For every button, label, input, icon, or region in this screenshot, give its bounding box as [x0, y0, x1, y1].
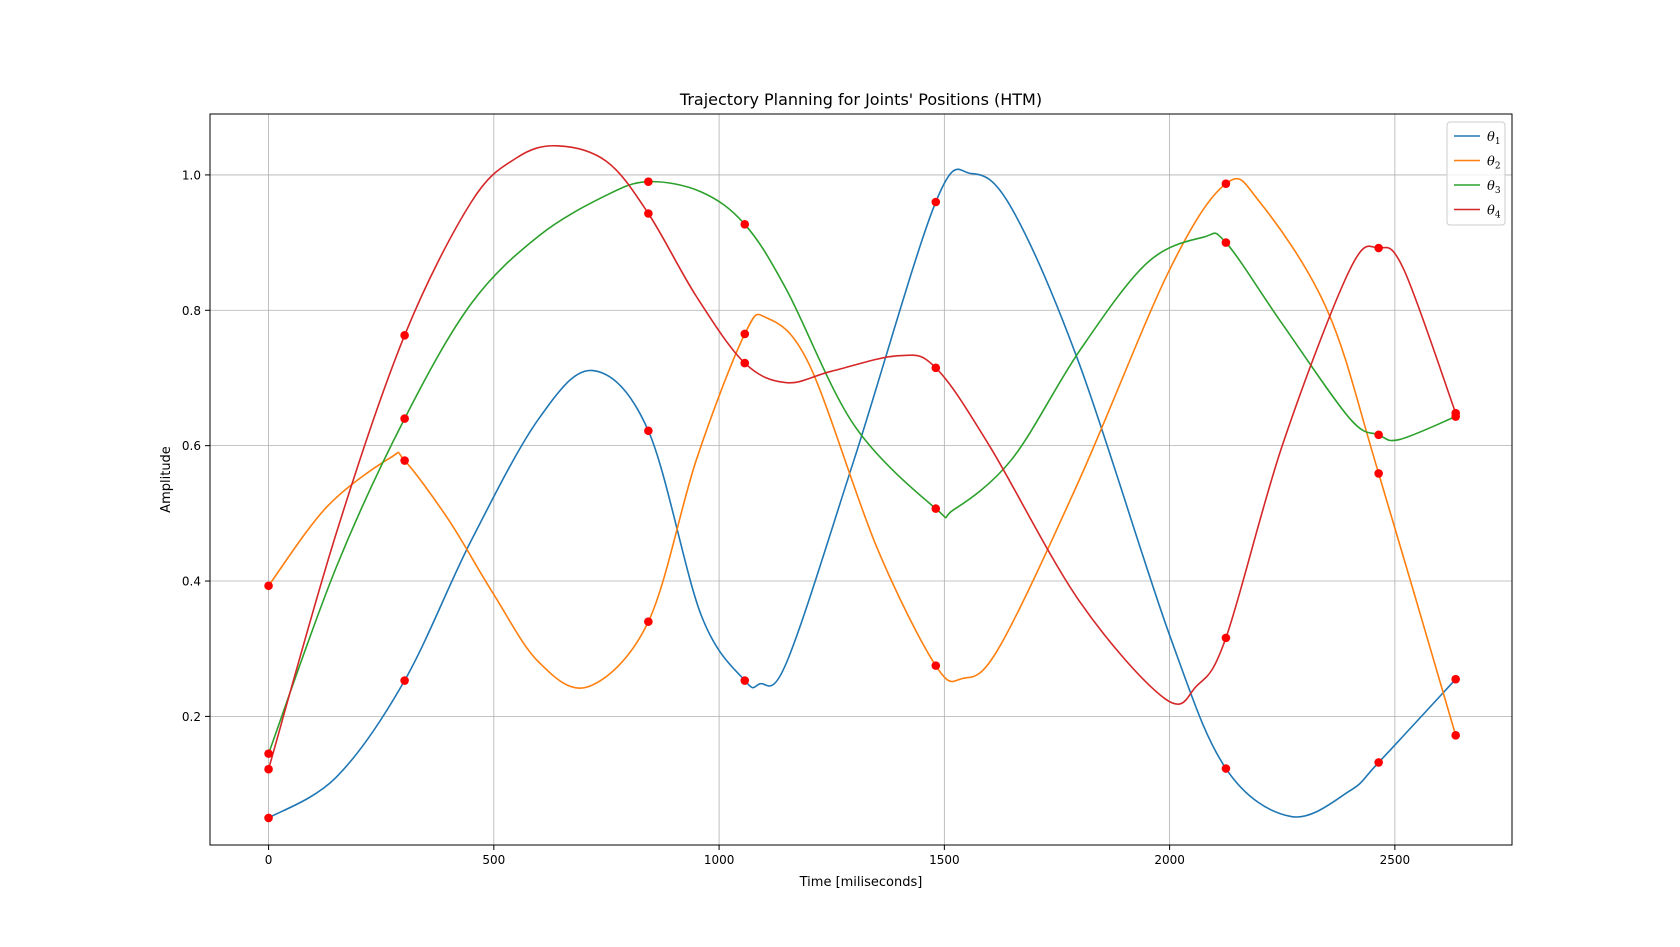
x-axis-ticks: 0 500 1000 1500 2000 2500 [265, 845, 1410, 867]
plot-frame [209, 113, 1513, 846]
knot-markers [264, 177, 1460, 823]
knot-point-theta2 [644, 617, 653, 626]
knot-point-theta4 [644, 209, 653, 218]
knot-point-theta1 [644, 426, 653, 436]
y-axis-ticks: 0.2 0.4 0.6 0.8 1.0 [182, 168, 210, 724]
grid-lines [210, 114, 1512, 845]
x-tick-label: 2000 [1154, 853, 1185, 867]
knot-point-theta2 [931, 661, 941, 670]
knot-point-theta3 [1221, 238, 1231, 247]
y-axis-label: Amplitude [159, 446, 174, 513]
x-tick-label: 0 [265, 853, 273, 867]
y-tick-label: 1.0 [182, 168, 201, 182]
series-line-theta2 [267, 178, 1457, 736]
knot-point-theta1 [264, 813, 273, 823]
knot-point-theta4 [1451, 408, 1460, 418]
knot-point-theta1 [1374, 758, 1383, 767]
x-axis-label: Time [miliseconds] [799, 875, 923, 890]
knot-point-theta4 [740, 358, 750, 368]
y-tick-label: 0.2 [182, 710, 201, 724]
legend-label-theta3: θ3 [1487, 179, 1501, 196]
x-tick-label: 2500 [1380, 853, 1411, 867]
x-tick-label: 1000 [704, 853, 735, 867]
series-line-theta4 [267, 144, 1457, 770]
knot-point-theta4 [1221, 633, 1231, 643]
knot-point-theta2 [400, 456, 409, 465]
knot-point-theta1 [1221, 764, 1231, 773]
knot-point-theta3 [400, 414, 409, 423]
knot-point-theta3 [644, 177, 653, 186]
knot-point-theta3 [740, 220, 750, 229]
knot-point-theta2 [740, 329, 750, 339]
y-tick-label: 0.8 [182, 304, 201, 318]
knot-point-theta3 [931, 504, 941, 513]
legend-label-theta4: θ4 [1487, 204, 1501, 221]
knot-point-theta4 [400, 331, 409, 340]
legend-label-theta2: θ2 [1487, 155, 1501, 172]
knot-point-theta4 [931, 363, 941, 373]
knot-point-theta1 [740, 676, 750, 685]
knot-point-theta2 [1451, 731, 1460, 740]
knot-point-theta2 [264, 581, 273, 591]
x-tick-label: 500 [482, 853, 505, 867]
knot-point-theta2 [1374, 469, 1383, 478]
legend: θ1 θ2 θ3 θ4 [1446, 121, 1506, 226]
chart-title: Trajectory Planning for Joints' Position… [679, 90, 1042, 109]
knot-point-theta4 [264, 764, 273, 774]
knot-point-theta1 [1451, 674, 1460, 684]
y-tick-label: 0.4 [182, 575, 201, 589]
knot-point-theta3 [264, 749, 273, 758]
knot-point-theta3 [1374, 430, 1383, 440]
y-tick-label: 0.6 [182, 439, 201, 453]
series-line-theta3 [267, 180, 1456, 754]
knot-point-theta1 [400, 676, 409, 685]
legend-box [1446, 121, 1506, 226]
knot-point-theta1 [931, 197, 941, 207]
x-tick-label: 1500 [929, 853, 960, 867]
knot-point-theta4 [1374, 243, 1383, 253]
legend-label-theta1: θ1 [1487, 130, 1501, 147]
knot-point-theta2 [1221, 179, 1231, 189]
